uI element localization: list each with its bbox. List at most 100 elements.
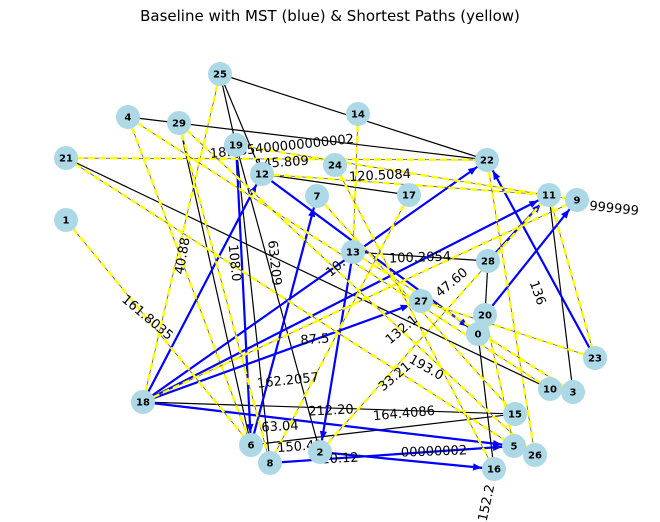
path-edge-4-6 (126, 116, 253, 446)
path-edge-21-22 (65, 156, 488, 162)
node-label: 17 (402, 191, 416, 202)
edge-weight-label: 108.0 (225, 244, 244, 283)
edge-weight-label: 999999 (589, 199, 640, 219)
path-edge-2-11 (319, 194, 550, 453)
node-label: 14 (351, 110, 365, 121)
node-18: 18 (131, 390, 155, 414)
mst-edge-18-5 (142, 400, 515, 448)
node-label: 22 (480, 156, 494, 167)
node-3: 3 (561, 380, 585, 404)
node-label: 2 (317, 448, 324, 459)
node-23: 23 (583, 346, 607, 370)
node-label: 25 (213, 70, 227, 81)
edge-29-6 (178, 122, 252, 446)
mst-arrow (472, 463, 483, 471)
mst-edge-18-12 (142, 173, 263, 403)
node-1: 1 (54, 208, 78, 232)
node-label: 1 (63, 216, 70, 227)
node-19: 19 (224, 133, 248, 157)
node-label: 13 (346, 248, 360, 259)
node-9: 9 (565, 188, 589, 212)
node-22: 22 (475, 148, 499, 172)
path-edge-29-26 (178, 122, 536, 456)
node-label: 16 (487, 465, 501, 476)
edge-weight-label: 33.21 (376, 359, 414, 394)
node-10: 10 (538, 377, 562, 401)
mst-edge-6-7 (249, 195, 319, 446)
edge-weight-label: 63.04 (261, 419, 299, 436)
edge-weight-label: 212.20 (308, 402, 354, 419)
mst-edge-18-27 (142, 299, 422, 404)
node-17: 17 (397, 183, 421, 207)
mst-arrow (467, 166, 478, 176)
edge-19-8 (235, 144, 271, 464)
path-edge-19-9 (235, 143, 578, 202)
mst-edge-23-22 (486, 159, 596, 359)
node-label: 29 (172, 119, 186, 130)
node-25: 25 (208, 62, 232, 86)
node-label: 21 (59, 154, 73, 165)
edge-weight-label: 40.88 (172, 236, 193, 275)
node-6: 6 (239, 433, 263, 457)
path-edge-25-18 (141, 73, 222, 403)
node-label: 0 (475, 330, 482, 341)
path-edge-27-23 (420, 299, 596, 360)
node-label: 15 (508, 410, 522, 421)
edge-12-17 (261, 173, 410, 196)
edge-weight-label: 100.2054 (389, 249, 452, 266)
node-label: 9 (574, 196, 581, 207)
mst-arrow (246, 423, 254, 434)
mst-edge-19-6 (234, 144, 253, 446)
node-label: 4 (125, 113, 132, 124)
mst-arrow (319, 430, 327, 441)
edge-weight-label: 136 (526, 279, 549, 307)
mst-arrow (528, 200, 539, 208)
diagram-title: Baseline with MST (blue) & Shortest Path… (140, 7, 520, 25)
node-label: 6 (248, 441, 255, 452)
edge-weight-label: 152.2 (476, 483, 498, 522)
node-label: 23 (588, 354, 602, 365)
edge-weight-label: 63.209 (264, 240, 284, 287)
node-29: 29 (167, 111, 191, 135)
path-edge-21-5 (65, 156, 515, 448)
node-label: 10 (543, 385, 557, 396)
node-0: 0 (466, 322, 490, 346)
node-label: 27 (414, 297, 428, 308)
edge-13-28 (352, 251, 489, 262)
node-13: 13 (341, 240, 365, 264)
path-edge-17-8 (268, 194, 411, 464)
node-label: 7 (314, 192, 321, 203)
edge-weight-label: 162.2057 (256, 370, 319, 391)
path-edge-29-8 (177, 122, 272, 464)
node-15: 15 (503, 402, 527, 426)
node-label: 20 (478, 311, 492, 322)
node-label: 8 (267, 459, 274, 470)
mst-edge-20-9 (484, 199, 578, 316)
edge-25-19 (219, 73, 237, 146)
node-label: 26 (528, 451, 542, 462)
node-28: 28 (476, 249, 500, 273)
node-label: 3 (570, 388, 577, 399)
node-label: 19 (229, 141, 243, 152)
mst-arrow (400, 304, 410, 312)
path-edge-1-6 (65, 219, 252, 446)
edge-weight-label: 164.4086 (372, 404, 435, 424)
mst-arrow (561, 209, 570, 219)
edge-weight-label: 120.5084 (349, 167, 412, 185)
node-label: 11 (542, 191, 556, 202)
edge-weight-label: 47.60 (433, 265, 471, 300)
node-label: 5 (511, 442, 518, 453)
node-4: 4 (116, 105, 140, 129)
node-26: 26 (523, 443, 547, 467)
node-27: 27 (409, 289, 433, 313)
path-edge-11-23 (547, 194, 597, 359)
edge-weight-label: 87.5 (300, 332, 330, 349)
mst-arrow (308, 207, 316, 218)
mst-edge-13-2 (318, 251, 355, 453)
mst-edge-2-16 (319, 450, 495, 471)
path-edge-24-16 (333, 164, 496, 470)
node-label: 12 (255, 170, 269, 181)
path-edge-14-13 (351, 113, 360, 253)
